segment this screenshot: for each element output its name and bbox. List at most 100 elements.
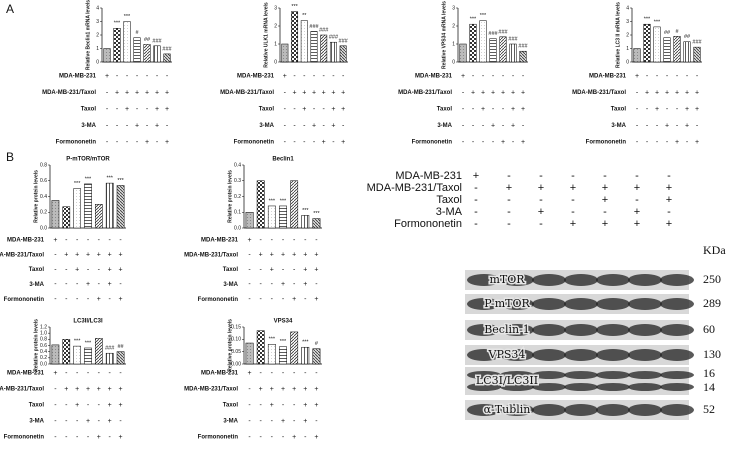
condition-sign: - [109, 237, 112, 244]
condition-sign: - [304, 370, 307, 377]
blot-row-label: mTOR [489, 273, 525, 286]
condition-sign: + [108, 252, 112, 259]
blot-condition-sign: - [571, 170, 575, 182]
bar [683, 41, 691, 63]
condition-sign: - [54, 266, 57, 273]
significance-label: ### [339, 38, 349, 44]
panel-label: A [6, 2, 14, 16]
blot-band [532, 383, 566, 391]
condition-sign: - [293, 73, 296, 80]
condition-sign: + [521, 89, 525, 96]
significance-label: *** [280, 339, 287, 345]
blot-band [564, 349, 598, 361]
bar [339, 45, 347, 63]
bar [519, 50, 527, 63]
blot-condition-sign: - [571, 194, 575, 206]
condition-sign: - [304, 434, 307, 441]
condition-sign: - [482, 73, 485, 80]
bar [329, 41, 337, 63]
condition-sign: - [156, 73, 159, 80]
y-tick-label: 3 [626, 19, 629, 25]
blot-condition-sign: + [570, 218, 576, 230]
condition-sign: + [312, 122, 316, 129]
condition-sign: - [54, 434, 57, 441]
chart-title: VPS34 [274, 319, 293, 325]
significance-label: *** [480, 13, 487, 19]
condition-sign: + [155, 122, 159, 129]
bar [489, 38, 497, 63]
condition-sign: - [323, 106, 326, 113]
condition-label: Formononetin [234, 140, 275, 146]
condition-sign: + [270, 252, 274, 259]
condition-sign: + [86, 252, 90, 259]
y-axis-label: Relative Beclin1 mRNA levels [85, 0, 91, 70]
bar [95, 338, 103, 365]
blot-condition-sign: + [666, 194, 672, 206]
y-axis-label: Relative protein levels [33, 319, 39, 372]
condition-sign: - [136, 106, 139, 113]
blot-row-label: α-Tublin [484, 403, 531, 416]
condition-sign: - [106, 139, 109, 146]
condition-sign: - [472, 106, 475, 113]
condition-label: MDA-MB-231 [415, 74, 453, 80]
condition-sign: + [341, 106, 345, 113]
condition-sign: - [260, 402, 263, 409]
condition-sign: - [315, 237, 318, 244]
condition-label: MDA-MB-231/Taxol [220, 90, 274, 96]
condition-sign: + [53, 237, 57, 244]
condition-label: 3-MA [259, 123, 274, 129]
blot-condition-sign: + [634, 182, 640, 194]
condition-sign: + [108, 386, 112, 393]
blot-condition-sign: + [602, 194, 608, 206]
bar [509, 43, 517, 63]
blot-band [596, 404, 630, 416]
condition-sign: + [685, 122, 689, 129]
condition-sign: - [65, 402, 68, 409]
condition-sign: + [145, 89, 149, 96]
condition-sign: + [283, 73, 287, 80]
condition-sign: - [65, 370, 68, 377]
condition-sign: - [315, 281, 318, 288]
condition-sign: - [342, 73, 345, 80]
y-tick-label: 3 [96, 19, 99, 25]
condition-sign: - [512, 139, 515, 146]
bar [267, 205, 276, 229]
condition-sign: - [76, 281, 79, 288]
condition-sign: - [646, 73, 649, 80]
condition-label: MDA-MB-231/Taxol [572, 90, 626, 96]
condition-sign: - [666, 106, 669, 113]
condition-label: MDA-MB-231/Taxol [0, 387, 44, 393]
condition-sign: - [65, 281, 68, 288]
condition-sign: - [260, 296, 263, 303]
condition-sign: - [646, 122, 649, 129]
y-axis-label: Relative protein levels [227, 170, 233, 223]
blot-condition-label: MDA-MB-231/Taxol [367, 182, 462, 194]
condition-sign: - [313, 106, 316, 113]
blot-condition-sign: + [666, 218, 672, 230]
condition-sign: - [656, 139, 659, 146]
kda-value: 16 [703, 366, 715, 380]
condition-label: Taxol [223, 403, 239, 409]
condition-label: MDA-MB-231/Taxol [0, 252, 44, 258]
condition-sign: + [125, 106, 129, 113]
blot-condition-sign: - [507, 218, 511, 230]
condition-label: MDA-MB-231/Taxol [184, 387, 238, 393]
condition-sign: - [522, 73, 525, 80]
condition-sign: + [145, 139, 149, 146]
condition-sign: + [75, 386, 79, 393]
condition-sign: + [314, 296, 318, 303]
blot-band [500, 274, 534, 286]
condition-sign: + [511, 122, 515, 129]
y-tick-label: 4 [626, 5, 629, 11]
condition-sign: + [675, 139, 679, 146]
condition-sign: - [303, 73, 306, 80]
condition-sign: - [656, 122, 659, 129]
condition-sign: - [303, 139, 306, 146]
blot-band [532, 404, 566, 416]
blot-band [500, 298, 534, 310]
condition-sign: + [108, 402, 112, 409]
condition-sign: - [313, 73, 316, 80]
condition-sign: + [64, 252, 68, 259]
blot-band [467, 349, 501, 361]
bar [95, 204, 103, 229]
